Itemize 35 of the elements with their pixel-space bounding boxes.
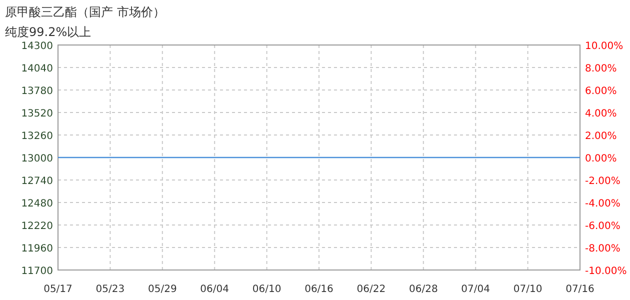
y2-tick-label: -2.00%: [585, 176, 620, 187]
y-tick-label: 12740: [21, 176, 53, 187]
y-tick-label: 13260: [21, 131, 53, 142]
y2-tick-label: -6.00%: [585, 221, 620, 232]
y-tick-label: 12220: [21, 221, 53, 232]
x-tick-label: 06/16: [304, 284, 334, 295]
x-tick-label: 06/10: [252, 284, 282, 295]
y2-tick-label: 4.00%: [585, 108, 617, 120]
x-tick-label: 05/17: [44, 284, 72, 295]
x-tick-label: 06/04: [200, 284, 230, 295]
x-tick-label: 06/22: [356, 284, 386, 295]
y2-tick-label: -10.00%: [585, 266, 627, 277]
x-tick-label: 05/29: [148, 284, 177, 295]
y-tick-label: 13000: [21, 154, 53, 164]
y2-tick-label: 10.00%: [585, 41, 624, 52]
y2-tick-label: 2.00%: [585, 131, 617, 142]
y2-tick-label: 0.00%: [585, 154, 617, 164]
chart-subtitle: 纯度99.2%以上: [5, 25, 92, 39]
x-tick-label: 07/04: [461, 284, 490, 295]
y-tick-label: 11960: [21, 244, 53, 254]
y-tick-label: 14300: [21, 41, 53, 52]
x-tick-label: 06/28: [408, 284, 438, 295]
y2-tick-label: -8.00%: [585, 244, 620, 254]
x-tick-label: 07/16: [566, 284, 594, 295]
x-tick-label: 05/23: [96, 284, 125, 295]
y-tick-label: 13520: [21, 108, 53, 120]
y2-tick-label: 6.00%: [585, 86, 617, 97]
y-tick-label: 14040: [21, 64, 53, 74]
x-tick-label: 07/10: [513, 284, 542, 295]
y-tick-label: 13780: [21, 86, 53, 97]
y-tick-label: 12480: [21, 198, 53, 210]
y-tick-label: 11700: [21, 266, 53, 277]
y2-tick-label: 8.00%: [585, 64, 617, 74]
chart-title: 原甲酸三乙酯（国产 市场价）: [5, 5, 165, 19]
y2-tick-label: -4.00%: [585, 198, 620, 210]
